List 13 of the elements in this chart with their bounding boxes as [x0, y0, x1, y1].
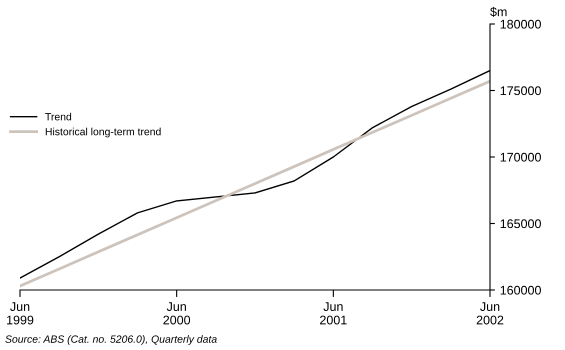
source-note: Source: ABS (Cat. no. 5206.0), Quarterly data	[5, 335, 217, 345]
legend-label: Trend	[45, 112, 72, 120]
y-axis-title: $m	[490, 6, 507, 17]
y-tick-label: 175000	[500, 86, 541, 96]
legend-label: Historical long-term trend	[46, 128, 161, 138]
x-tick-label: Jun 2001	[320, 302, 347, 324]
x-tick-label: Jun 2000	[163, 302, 190, 324]
y-tick-label: 160000	[500, 286, 541, 295]
x-tick-label: Jun 1999	[7, 302, 34, 324]
y-tick-label: 180000	[500, 20, 541, 29]
y-tick-label: 170000	[500, 152, 541, 162]
x-tick-label: Jun 2002	[476, 302, 504, 324]
y-tick-label: 165000	[500, 219, 541, 228]
